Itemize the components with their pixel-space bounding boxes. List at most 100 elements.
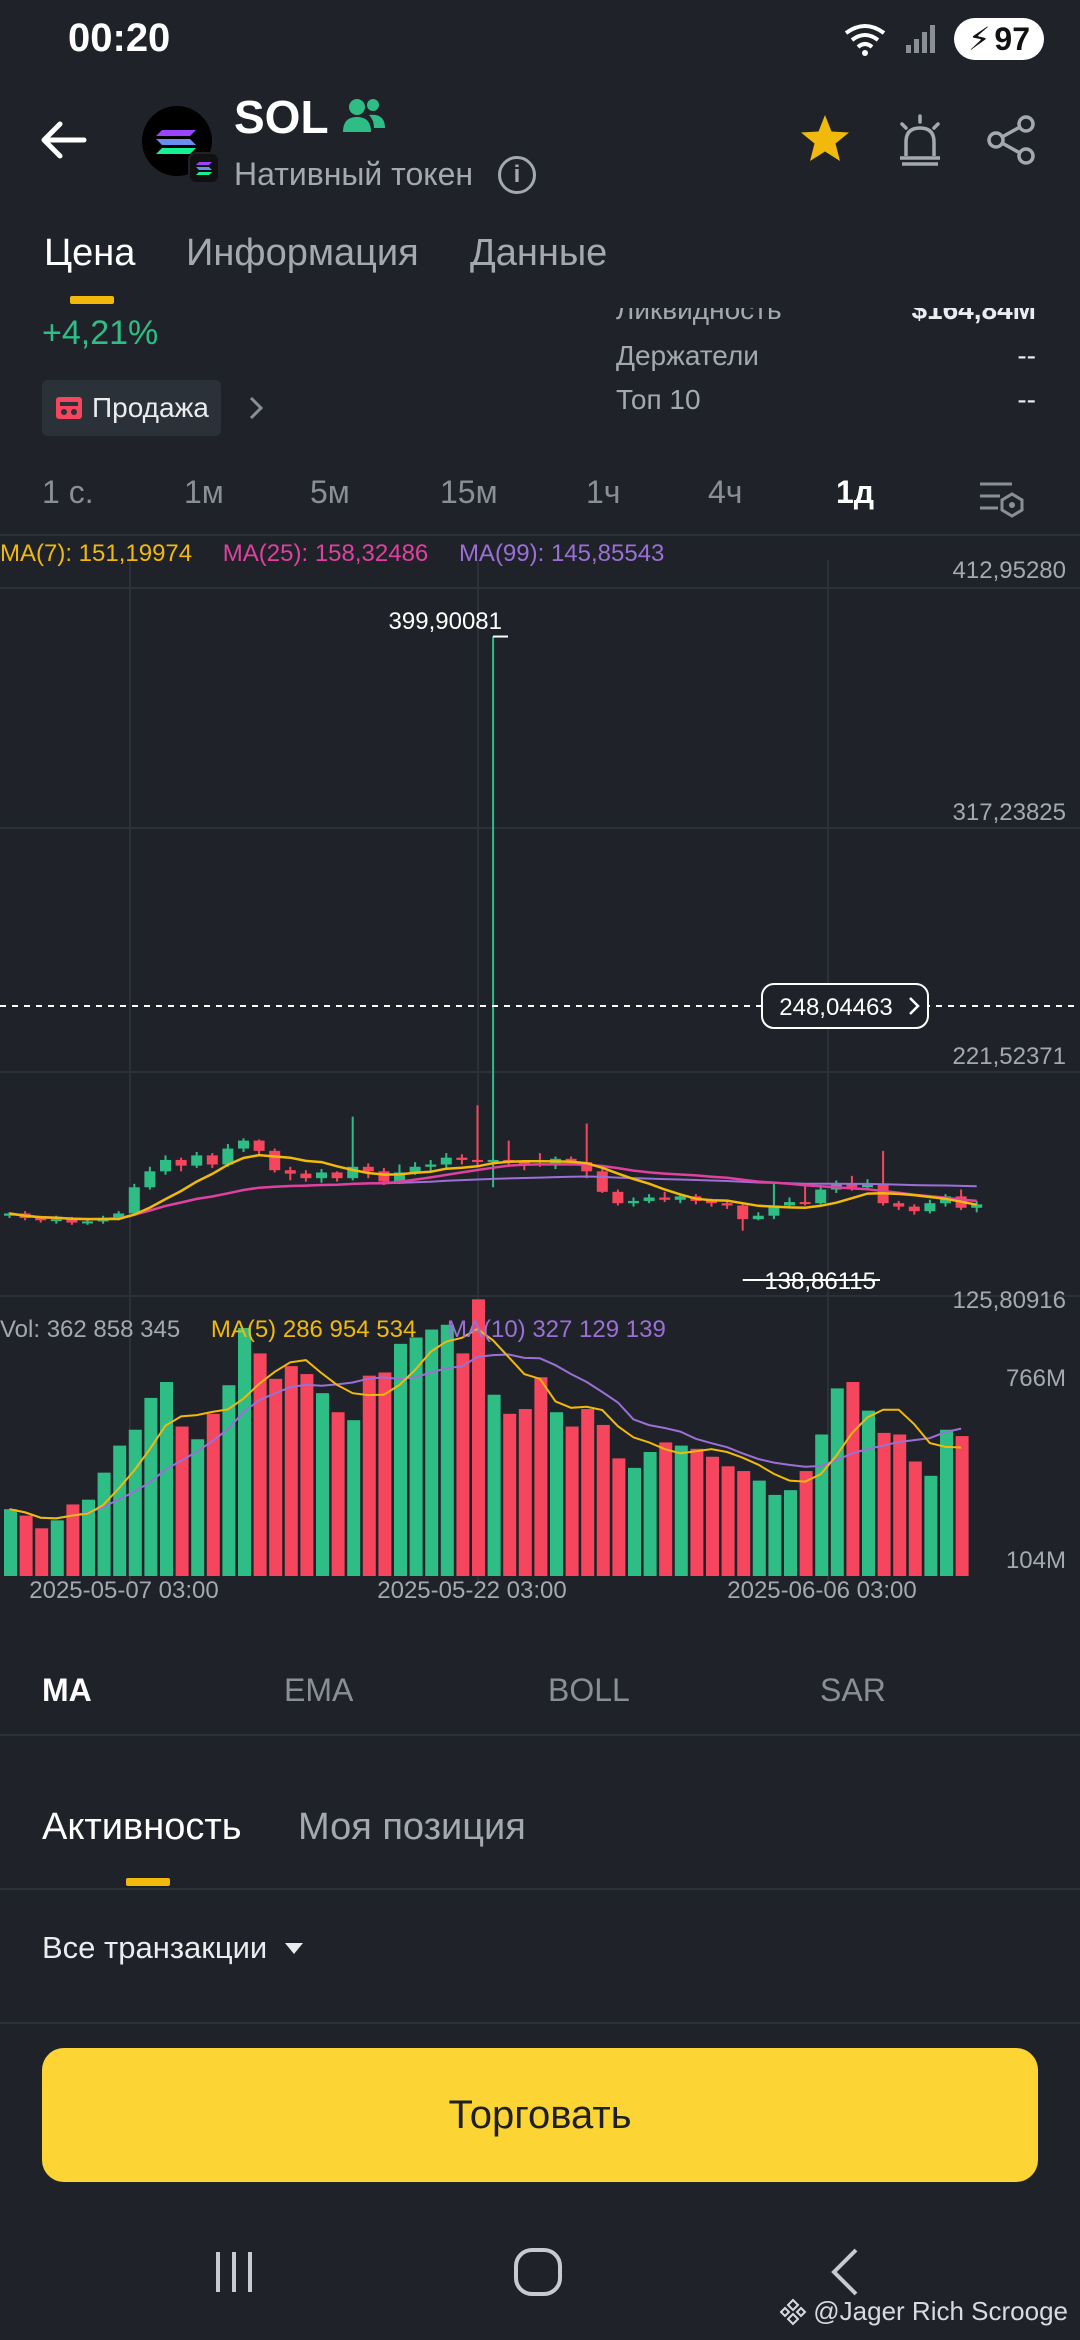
timeframe-4h[interactable]: 4ч	[708, 474, 743, 510]
sell-icon	[56, 397, 82, 419]
volume-bar	[284, 1366, 298, 1576]
candle	[628, 1200, 639, 1204]
tab-active-indicator	[70, 296, 114, 304]
volume-bar	[768, 1494, 782, 1576]
price-axis-label: 125,80916	[953, 1287, 1066, 1314]
volume-bar	[565, 1426, 579, 1576]
volume-bar	[50, 1520, 64, 1576]
timeframe-15m[interactable]: 15м	[440, 474, 498, 510]
volume-bar	[160, 1382, 173, 1576]
trade-button[interactable]: Торговать	[42, 2048, 1038, 2182]
tab-activity[interactable]: Активность	[42, 1806, 242, 1848]
recent-apps-icon[interactable]	[206, 2244, 262, 2300]
candle	[472, 1159, 483, 1162]
indicator-ema[interactable]: EMA	[284, 1672, 354, 1708]
chart-settings-icon[interactable]	[978, 478, 1026, 518]
candle	[269, 1150, 281, 1171]
star-favorite-icon[interactable]	[798, 112, 852, 166]
volume-bar	[316, 1393, 329, 1576]
token-symbol: SOL	[234, 91, 329, 143]
indicator-boll[interactable]: BOLL	[548, 1672, 630, 1708]
volume-bar	[409, 1337, 423, 1576]
volume-bar	[846, 1382, 860, 1576]
volume-bar	[534, 1377, 548, 1576]
timeframe-1h[interactable]: 1ч	[586, 474, 621, 510]
vol-ma10-legend: MA(10) 327 129 139	[446, 1316, 666, 1343]
candle	[581, 1162, 593, 1172]
volume-bar	[596, 1424, 610, 1576]
volume-axis-label: 104M	[1006, 1547, 1066, 1574]
candle	[518, 1162, 530, 1165]
candle	[222, 1148, 234, 1165]
candle	[440, 1157, 452, 1165]
volume-bar	[175, 1426, 189, 1576]
sell-tag[interactable]: Продажа	[42, 380, 221, 436]
candle	[971, 1204, 983, 1208]
volume-bar	[877, 1432, 891, 1576]
chain-badge-icon	[188, 152, 220, 184]
volume-bar	[19, 1515, 33, 1576]
price-axis-label: 221,52371	[953, 1043, 1066, 1070]
indicator-ma[interactable]: MA	[42, 1672, 92, 1708]
volume-bar	[269, 1378, 283, 1576]
timeframe-1s[interactable]: 1 с.	[42, 474, 94, 510]
chevron-right-icon[interactable]	[246, 394, 266, 422]
volume-bar	[581, 1409, 595, 1576]
tab-information[interactable]: Информация	[186, 232, 419, 274]
candle	[206, 1155, 218, 1165]
ma25-line	[9, 1162, 977, 1221]
volume-bar	[347, 1420, 361, 1576]
candle	[238, 1140, 249, 1149]
candle	[456, 1157, 468, 1160]
price-chart[interactable]: 412,95280 317,23825 221,52371 125,80916 …	[0, 536, 1080, 1600]
timeframe-1m[interactable]: 1м	[184, 474, 224, 510]
candle	[66, 1219, 78, 1223]
candle	[737, 1205, 749, 1220]
price-axis-label: 412,95280	[953, 557, 1066, 584]
volume-bar	[456, 1353, 470, 1576]
candle	[752, 1215, 764, 1220]
tab-data[interactable]: Данные	[470, 232, 608, 274]
volume-bar	[862, 1410, 875, 1576]
volume-bar	[706, 1456, 719, 1576]
info-icon[interactable]: i	[498, 156, 536, 194]
section-divider	[0, 1734, 1080, 1736]
home-icon[interactable]	[510, 2244, 566, 2300]
volume-bar	[394, 1343, 407, 1576]
candle	[596, 1171, 608, 1192]
transaction-filter-dropdown[interactable]: Все транзакции	[42, 1930, 305, 1966]
candle	[128, 1187, 140, 1214]
stat-top10-value: --	[1017, 384, 1036, 415]
alarm-bell-icon[interactable]	[892, 112, 948, 168]
candle	[784, 1202, 795, 1206]
volume-bars	[4, 1299, 969, 1576]
current-price-tag[interactable]	[761, 983, 929, 1029]
volume-legend-value: Vol: 362 858 345	[0, 1316, 181, 1343]
volume-bar	[35, 1528, 49, 1576]
candle	[409, 1166, 421, 1173]
status-icons: ⚡ 97	[842, 18, 1044, 60]
date-axis-label: 2025-06-06 03:00	[727, 1577, 917, 1600]
timeframe-1d[interactable]: 1д	[836, 474, 875, 510]
candle	[674, 1196, 686, 1200]
tab-my-position[interactable]: Моя позиция	[298, 1806, 526, 1848]
candle	[300, 1173, 312, 1179]
nav-back-icon[interactable]	[820, 2244, 876, 2300]
candle	[768, 1205, 780, 1216]
ma-legend: MA(7): 151,19974 MA(25): 158,32486 MA(99…	[0, 540, 664, 568]
candle	[331, 1172, 343, 1179]
candle	[35, 1218, 47, 1221]
timeframe-5m[interactable]: 5м	[310, 474, 350, 510]
candle	[612, 1191, 624, 1204]
volume-bar	[300, 1374, 314, 1576]
volume-legend: Vol: 362 858 345 MA(5) 286 954 534 MA(10…	[0, 1316, 666, 1344]
volume-bar	[721, 1466, 735, 1576]
community-icon[interactable]	[342, 96, 386, 136]
tab-price[interactable]: Цена	[44, 232, 136, 274]
volume-bar	[66, 1504, 80, 1576]
share-icon[interactable]	[984, 112, 1040, 168]
back-arrow-icon[interactable]	[36, 112, 92, 168]
battery-indicator: ⚡ 97	[953, 18, 1044, 60]
indicator-sar[interactable]: SAR	[820, 1672, 886, 1708]
watermark-text: @Jager Rich Scrooge	[813, 2296, 1068, 2326]
